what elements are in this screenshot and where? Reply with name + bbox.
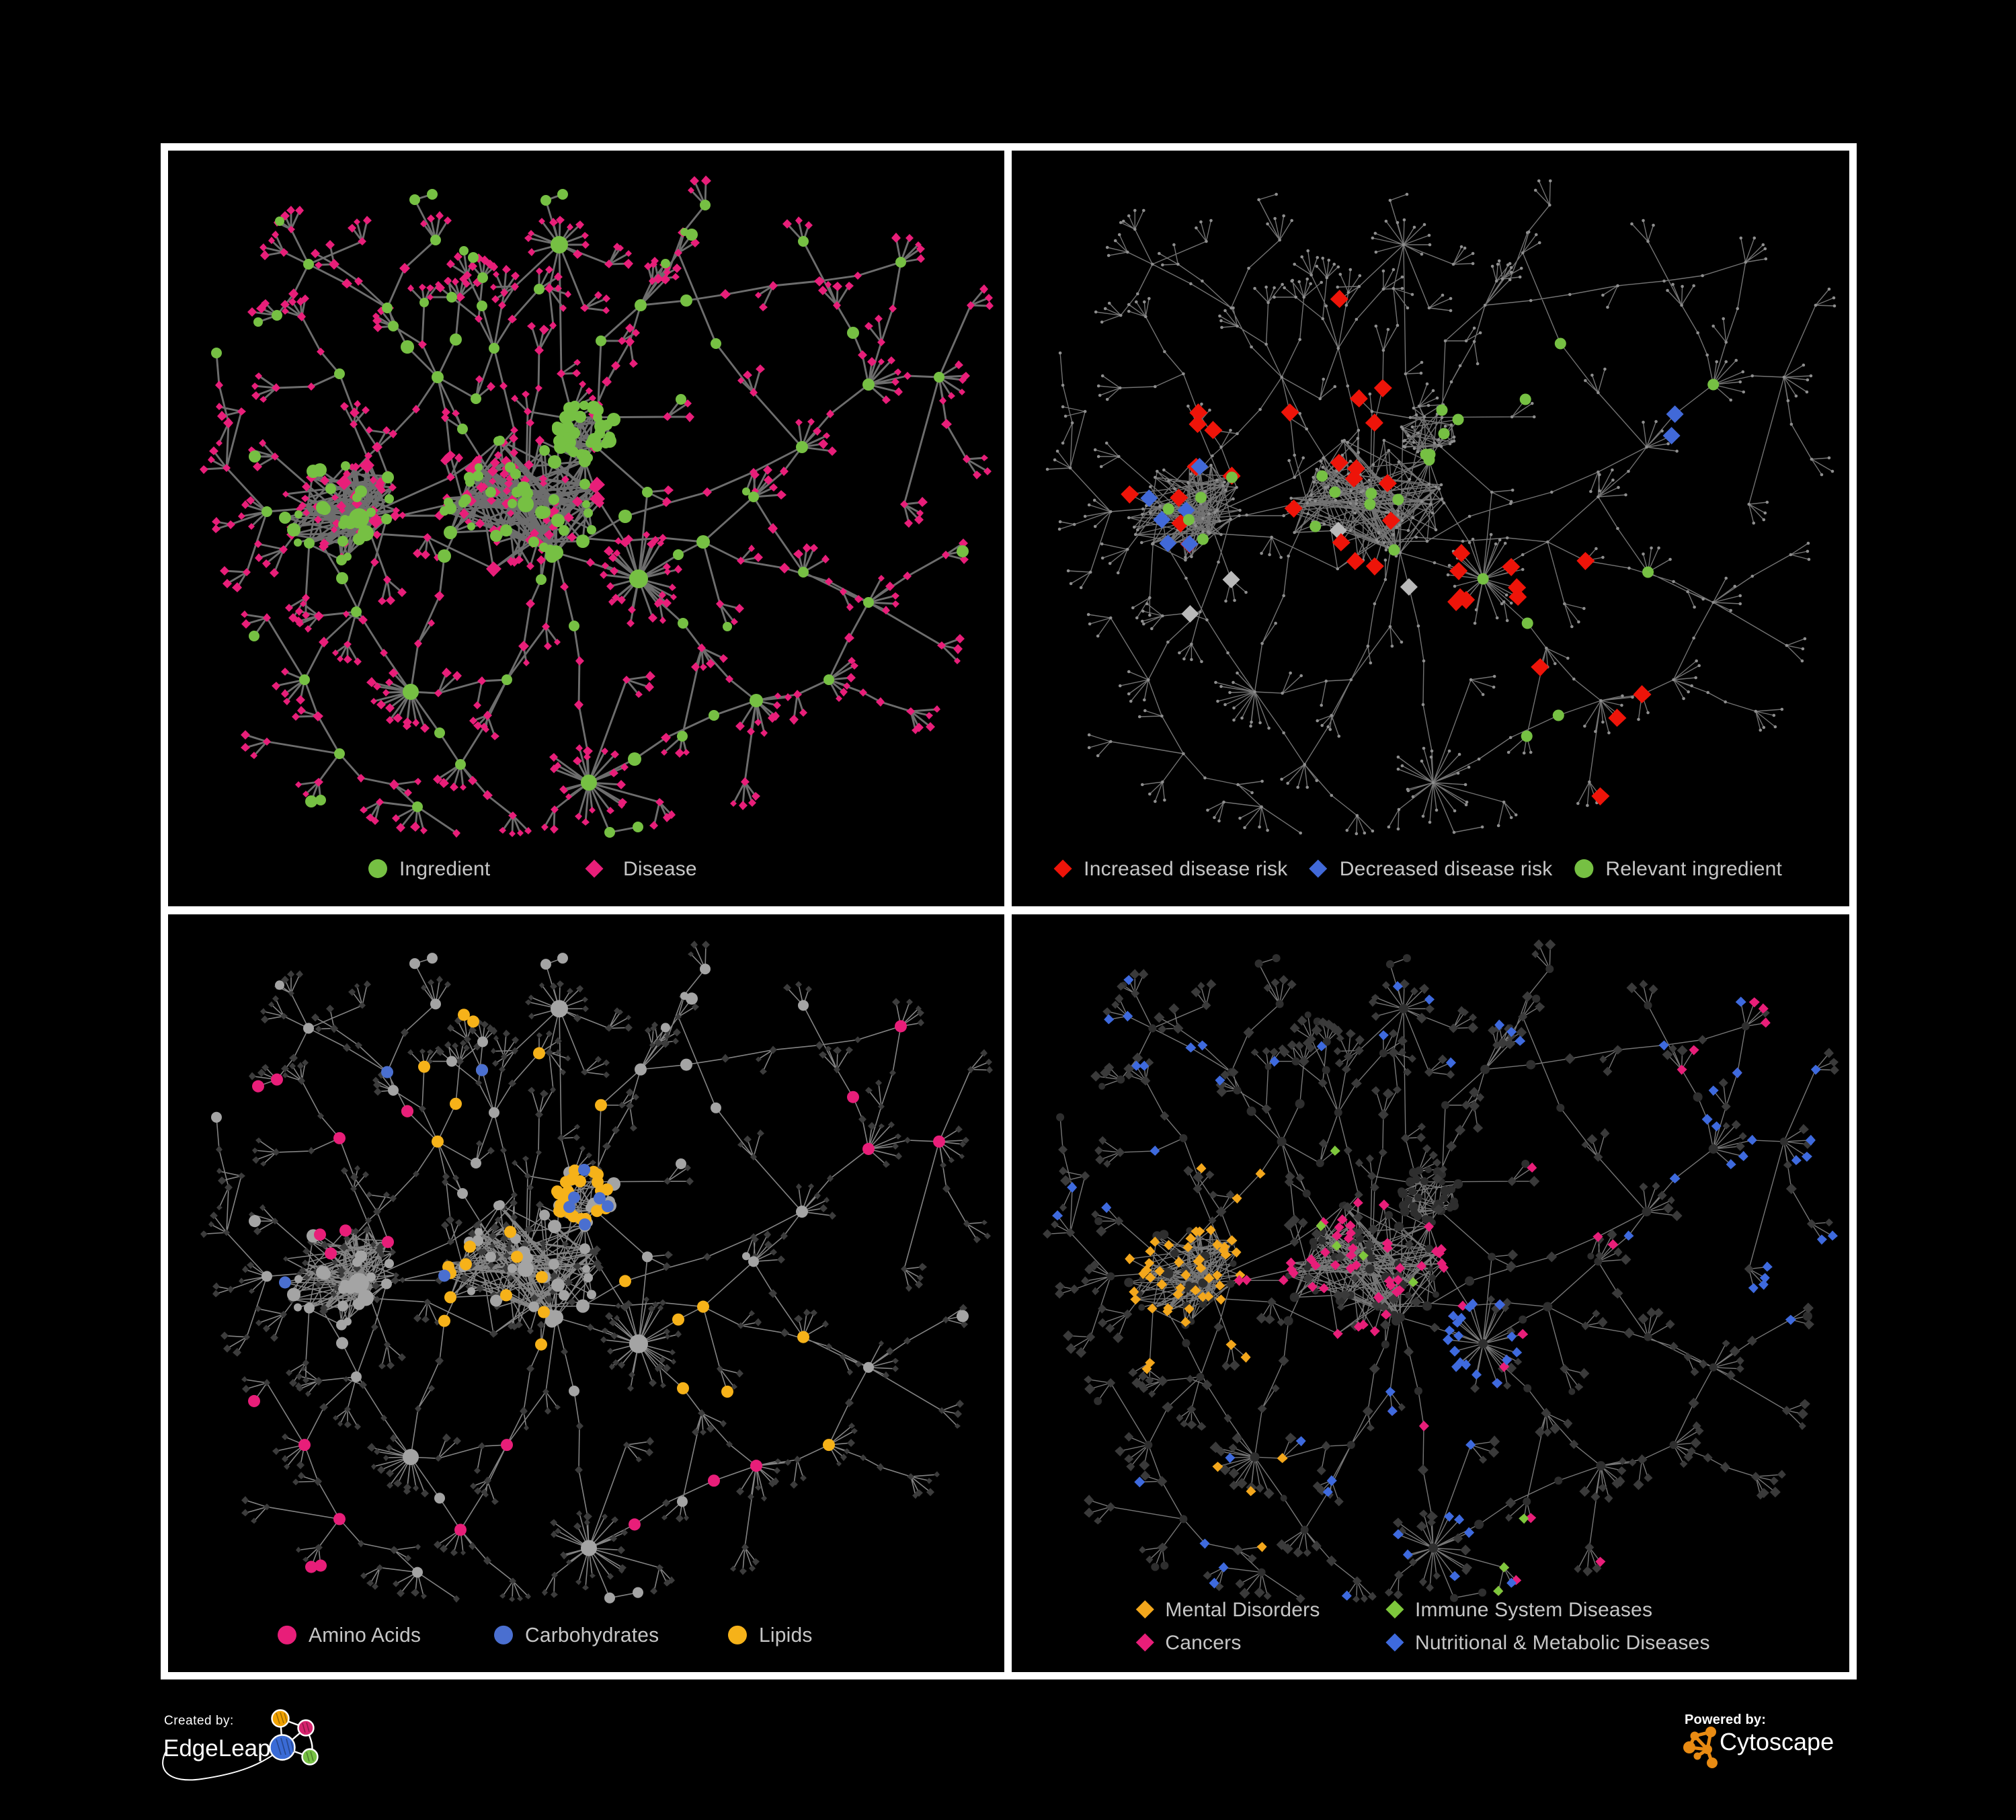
svg-text:Relevant ingredient: Relevant ingredient	[1605, 858, 1782, 880]
svg-text:Increased disease risk: Increased disease risk	[1084, 858, 1288, 880]
svg-text:Cytoscape: Cytoscape	[1720, 1728, 1834, 1755]
svg-text:Amino Acids: Amino Acids	[309, 1624, 421, 1647]
svg-text:Ingredient: Ingredient	[399, 858, 491, 880]
svg-text:Cancers: Cancers	[1165, 1632, 1241, 1654]
svg-text:EdgeLeap: EdgeLeap	[163, 1735, 271, 1762]
svg-text:Powered by:: Powered by:	[1685, 1712, 1766, 1727]
svg-text:Lipids: Lipids	[759, 1624, 813, 1647]
svg-text:Mental Disorders: Mental Disorders	[1165, 1599, 1320, 1621]
svg-text:Created by:: Created by:	[164, 1714, 234, 1728]
svg-text:Immune System Diseases: Immune System Diseases	[1415, 1599, 1652, 1621]
svg-text:Decreased disease risk: Decreased disease risk	[1340, 858, 1553, 880]
svg-text:Nutritional & Metabolic Diseas: Nutritional & Metabolic Diseases	[1415, 1632, 1710, 1654]
svg-text:Disease: Disease	[623, 858, 697, 880]
svg-text:Carbohydrates: Carbohydrates	[525, 1624, 659, 1647]
